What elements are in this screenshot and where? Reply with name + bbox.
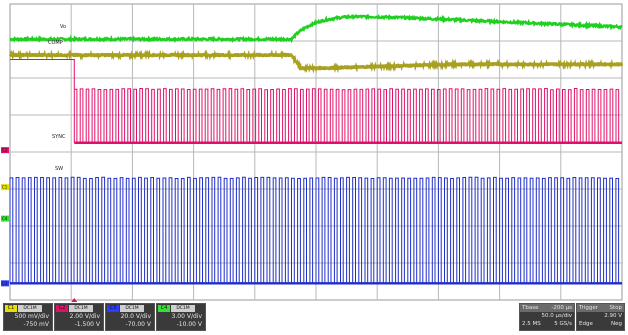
channel-marker-label: C2	[2, 148, 8, 153]
trigger-state: Stop	[609, 305, 622, 311]
trace-label-sync: SYNC	[52, 134, 66, 140]
channel-id: C3	[107, 305, 119, 312]
channel-offset: -70.00 V	[125, 321, 151, 328]
trace-comp	[8, 49, 624, 74]
timebase-panel[interactable]: Tbase -200 µs 50.0 µs/div 2.5 MS 5 GS/s	[519, 303, 575, 331]
channel-coupling: DC1M	[171, 305, 195, 312]
trace-labels: Vo COMP SYNC SW	[48, 24, 66, 172]
trace-label-sw: SW	[55, 166, 63, 172]
channel-coupling: DC1M	[69, 305, 93, 312]
timebase-per-div: 50.0 µs/div	[541, 313, 573, 319]
channel-scale: 500 mV/div	[14, 313, 49, 320]
timebase-label: Tbase	[522, 305, 539, 311]
channel-panel-4[interactable]: C4 DC1M 3.00 V/div -10.00 V	[156, 303, 206, 331]
channel-scale: 20.0 V/div	[120, 313, 151, 320]
trigger-level: 2.90 V	[604, 313, 622, 319]
channel-id: C4	[158, 305, 170, 312]
channel-marker-label: C1	[2, 185, 8, 190]
channel-offset: -750 mV	[23, 321, 49, 328]
channel-markers: C2 C1 C4 C3	[1, 147, 78, 302]
timebase-samples: 2.5 MS	[522, 321, 541, 327]
channel-panel-3[interactable]: C3 DC1M 20.0 V/div -70.00 V	[105, 303, 155, 331]
channel-panel-1[interactable]: C1 DC1M 500 mV/div -750 mV	[3, 303, 53, 331]
channel-panel-2[interactable]: C2 DC1M 2.00 V/div -1.500 V	[54, 303, 104, 331]
trace-vo	[9, 13, 623, 44]
channel-marker	[1, 280, 9, 287]
channel-coupling: DC1M	[120, 305, 144, 312]
trigger-label: Trigger	[579, 305, 598, 311]
channel-id: C2	[56, 305, 68, 312]
channel-id: C1	[5, 305, 17, 312]
trigger-panel[interactable]: Trigger Stop 2.90 V Edge Neg	[576, 303, 625, 331]
trigger-slope: Neg	[611, 321, 622, 327]
trigger-type: Edge	[579, 321, 593, 327]
channel-offset: -1.500 V	[74, 321, 100, 328]
trace-label-comp: COMP	[48, 40, 63, 46]
channel-offset: -10.00 V	[176, 321, 202, 328]
trace-label-vo: Vo	[60, 24, 66, 30]
channel-marker-label: C4	[2, 216, 8, 221]
waveforms	[8, 13, 624, 285]
channel-marker	[1, 215, 9, 222]
channel-marker	[1, 147, 9, 154]
channel-coupling: DC1M	[18, 305, 42, 312]
timebase-rate: 5 GS/s	[554, 321, 572, 327]
channel-scale: 3.00 V/div	[171, 313, 202, 320]
timebase-delay: -200 µs	[551, 305, 572, 311]
trigger-position-marker	[71, 298, 78, 302]
channel-scale: 2.00 V/div	[69, 313, 100, 320]
trace-sw	[9, 176, 622, 284]
channel-marker-label: C3	[2, 281, 8, 286]
channel-marker	[1, 184, 9, 191]
